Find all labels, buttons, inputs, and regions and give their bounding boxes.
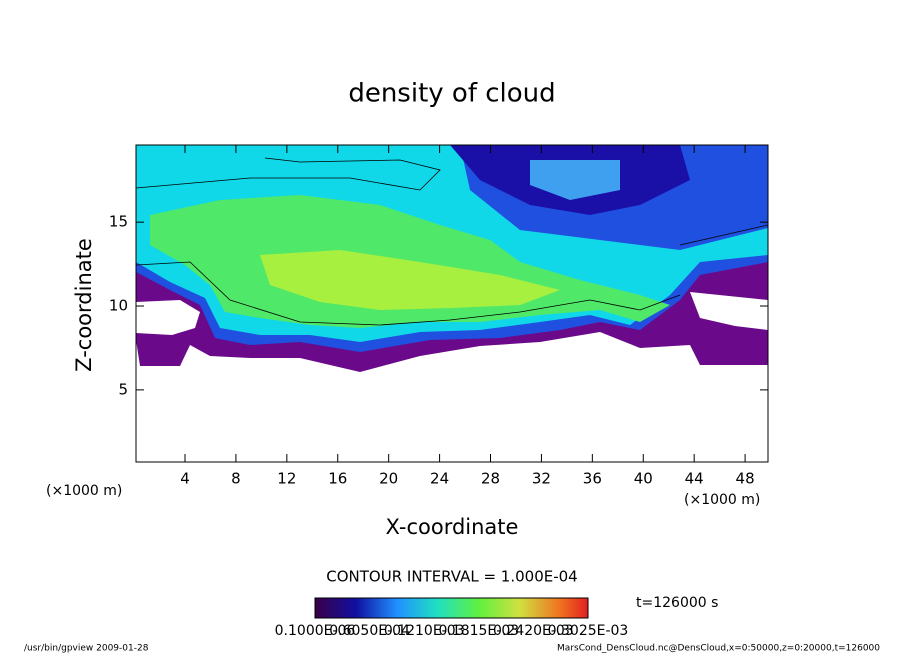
field-lightgreen bbox=[260, 250, 560, 310]
colorbar-label: 0.1000E-06 bbox=[275, 623, 356, 639]
y-tick-label: 5 bbox=[118, 380, 128, 398]
field-white-right bbox=[690, 292, 768, 330]
x-axis-label: X-coordinate bbox=[386, 515, 519, 539]
x-tick-label: 12 bbox=[277, 470, 296, 488]
footer-right: MarsCond_DensCloud.nc@DensCloud,x=0:5000… bbox=[557, 644, 880, 654]
x-tick-label: 48 bbox=[736, 470, 755, 488]
y-axis-label: Z-coordinate bbox=[72, 238, 96, 372]
x-tick-label: 44 bbox=[685, 470, 704, 488]
x-tick-label: 16 bbox=[328, 470, 347, 488]
y-tick-label: 15 bbox=[109, 213, 128, 231]
colorbar-label: 0.2420E-03 bbox=[493, 623, 574, 639]
x-tick-label: 8 bbox=[231, 470, 241, 488]
x-tick-label: 40 bbox=[634, 470, 653, 488]
colorbar-label: 0.6050E-04 bbox=[329, 623, 410, 639]
x-tick-label: 36 bbox=[583, 470, 602, 488]
y-tick-label: 10 bbox=[109, 297, 128, 315]
y-unit: (×1000 m) bbox=[46, 483, 122, 499]
time-label: t=126000 s bbox=[636, 595, 718, 611]
contour-field bbox=[136, 145, 768, 372]
colorbar-label: 0.1815E-03 bbox=[438, 623, 519, 639]
footer-left: /usr/bin/gpview 2009-01-28 bbox=[24, 644, 149, 654]
x-tick-label: 4 bbox=[180, 470, 190, 488]
colorbar-label: 0.1210E-03 bbox=[384, 623, 465, 639]
colorbar bbox=[314, 597, 589, 619]
x-tick-label: 32 bbox=[532, 470, 551, 488]
field-white-left bbox=[136, 300, 200, 335]
x-unit: (×1000 m) bbox=[684, 492, 760, 508]
contour-interval: CONTOUR INTERVAL = 1.000E-04 bbox=[326, 568, 577, 586]
chart-title: density of cloud bbox=[348, 79, 555, 109]
colorbar-label: 0.3025E-03 bbox=[548, 623, 629, 639]
field-lightblue bbox=[530, 160, 620, 200]
x-tick-label: 28 bbox=[481, 470, 500, 488]
x-tick-label: 20 bbox=[379, 470, 398, 488]
plot-frame bbox=[135, 144, 769, 463]
x-tick-label: 24 bbox=[430, 470, 449, 488]
contour-line bbox=[136, 157, 768, 326]
